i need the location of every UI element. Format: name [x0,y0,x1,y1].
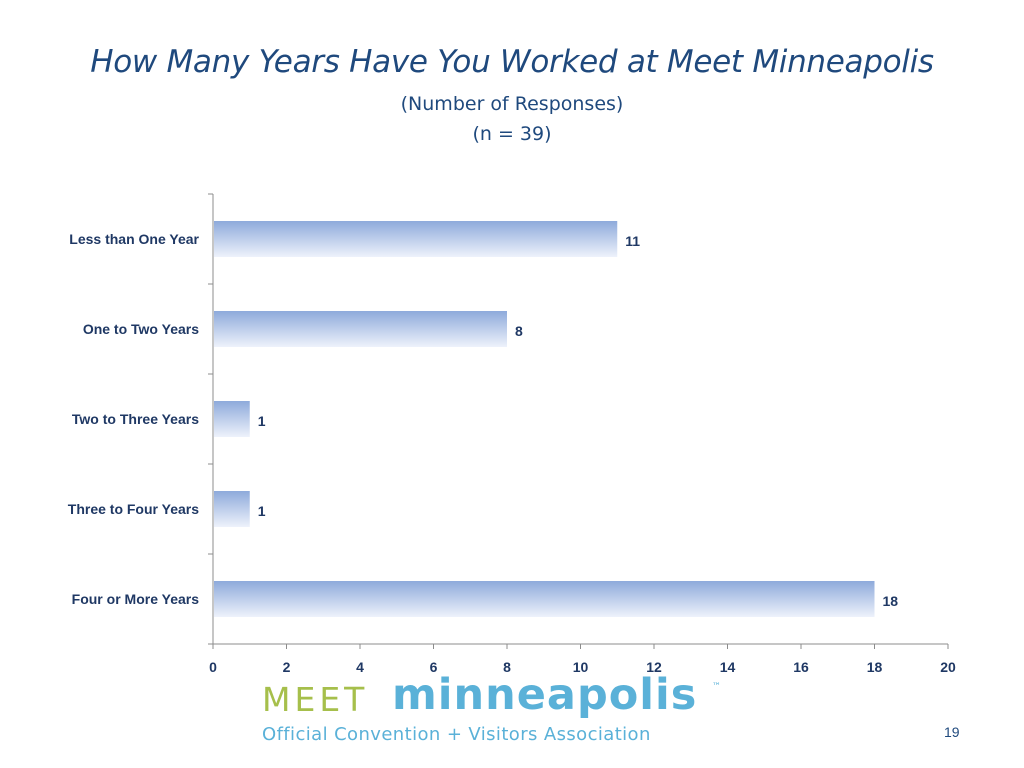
category-label: Two to Three Years [72,411,199,427]
category-label: Less than One Year [69,231,199,247]
x-tick-label: 8 [503,659,511,675]
chart-subtitle: (Number of Responses) [400,93,624,115]
bar [214,581,875,617]
x-tick-label: 12 [646,659,662,675]
x-tick-label: 10 [573,659,589,675]
data-label: 1 [258,503,266,519]
x-tick-label: 2 [283,659,291,675]
data-label: 8 [515,323,523,339]
category-label: One to Two Years [83,321,199,337]
x-tick-label: 6 [430,659,438,675]
bar [214,311,507,347]
bar [214,401,250,437]
bar [214,221,618,257]
sample-size-label: (n = 39) [472,123,552,145]
x-tick-label: 14 [720,659,736,675]
bar [214,491,250,527]
logo-trademark: ™ [712,682,721,692]
category-label: Three to Four Years [68,501,199,517]
data-label: 11 [625,233,640,249]
category-label: Four or More Years [72,591,200,607]
data-label: 1 [258,413,266,429]
logo-meet-text: MEET [262,680,369,719]
chart-axes [208,193,949,649]
meet-minneapolis-logo: MEET minneapolis ™ Official Convention +… [262,670,732,752]
chart-title: How Many Years Have You Worked at Meet M… [90,44,934,80]
x-tick-label: 18 [867,659,883,675]
data-label: 18 [883,593,899,609]
x-tick-label: 4 [356,659,364,675]
page-number: 19 [944,724,960,740]
logo-minneapolis-text: minneapolis [392,670,698,720]
x-tick-label: 0 [209,659,217,675]
x-tick-label: 16 [793,659,809,675]
bar-group [214,221,875,617]
x-tick-label: 20 [940,659,956,675]
logo-tagline: Official Convention + Visitors Associati… [262,724,651,745]
